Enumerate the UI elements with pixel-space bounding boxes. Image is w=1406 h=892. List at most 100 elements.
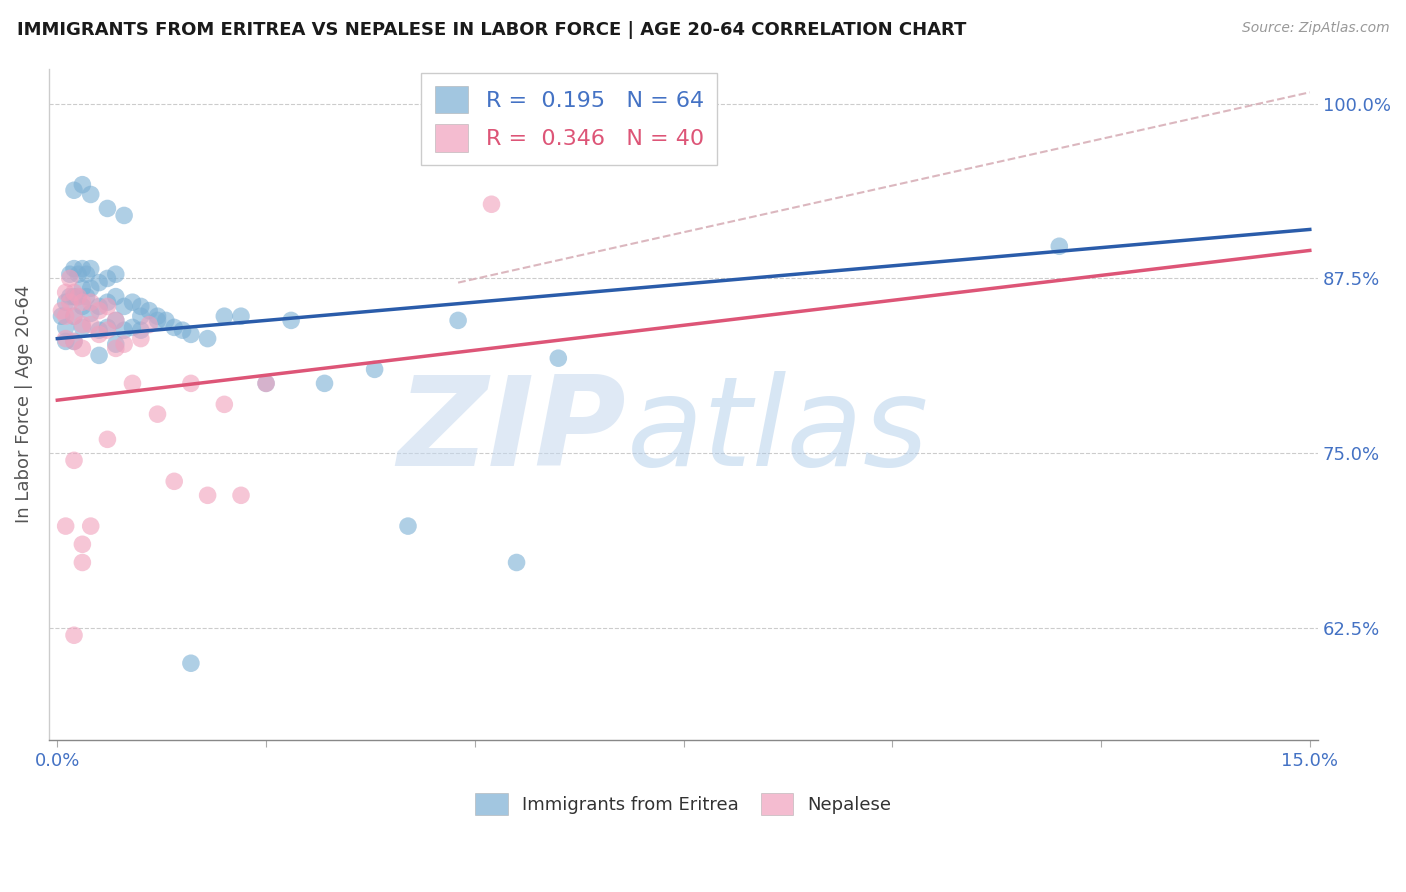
Point — [129, 332, 152, 346]
Point — [138, 318, 160, 332]
Text: IMMIGRANTS FROM ERITREA VS NEPALESE IN LABOR FORCE | AGE 20-64 CORRELATION CHART: IMMIGRANTS FROM ERITREA VS NEPALESE IN L… — [17, 21, 966, 38]
Point — [72, 300, 94, 314]
Point — [76, 267, 98, 281]
Point — [55, 334, 77, 349]
Point — [180, 657, 202, 671]
Point — [59, 290, 82, 304]
Point — [87, 303, 110, 318]
Point — [96, 433, 118, 447]
Point — [72, 178, 94, 192]
Point — [481, 197, 503, 211]
Point — [59, 271, 82, 285]
Point — [63, 290, 86, 304]
Point — [112, 209, 135, 223]
Point — [104, 342, 127, 356]
Point — [112, 337, 135, 351]
Point — [59, 267, 82, 281]
Point — [155, 313, 177, 327]
Point — [72, 320, 94, 334]
Point — [104, 337, 127, 351]
Point — [72, 556, 94, 570]
Point — [96, 300, 118, 314]
Point — [197, 488, 219, 502]
Point — [63, 334, 86, 349]
Point — [87, 348, 110, 362]
Point — [280, 313, 302, 327]
Point — [63, 183, 86, 197]
Point — [121, 295, 143, 310]
Point — [229, 309, 252, 323]
Point — [214, 309, 236, 323]
Point — [80, 281, 103, 295]
Point — [55, 285, 77, 300]
Point — [80, 187, 103, 202]
Point — [505, 556, 527, 570]
Point — [63, 628, 86, 642]
Point — [80, 261, 103, 276]
Point — [314, 376, 336, 391]
Point — [72, 537, 94, 551]
Point — [63, 285, 86, 300]
Point — [180, 376, 202, 391]
Point — [104, 313, 127, 327]
Point — [55, 309, 77, 323]
Point — [396, 519, 419, 533]
Point — [129, 300, 152, 314]
Point — [112, 300, 135, 314]
Point — [67, 290, 90, 304]
Point — [180, 327, 202, 342]
Text: atlas: atlas — [627, 371, 928, 491]
Point — [87, 300, 110, 314]
Point — [63, 309, 86, 323]
Point — [55, 519, 77, 533]
Point — [146, 313, 169, 327]
Point — [229, 488, 252, 502]
Point — [146, 309, 169, 323]
Point — [138, 303, 160, 318]
Point — [197, 332, 219, 346]
Point — [55, 295, 77, 310]
Point — [96, 202, 118, 216]
Point — [163, 320, 186, 334]
Point — [72, 261, 94, 276]
Legend: Immigrants from Eritrea, Nepalese: Immigrants from Eritrea, Nepalese — [468, 786, 898, 822]
Point — [146, 407, 169, 421]
Point — [214, 397, 236, 411]
Point — [254, 376, 277, 391]
Point — [129, 309, 152, 323]
Point — [72, 281, 94, 295]
Text: Source: ZipAtlas.com: Source: ZipAtlas.com — [1241, 21, 1389, 35]
Point — [80, 295, 103, 310]
Point — [80, 306, 103, 320]
Point — [96, 271, 118, 285]
Point — [104, 313, 127, 327]
Point — [63, 261, 86, 276]
Point — [129, 323, 152, 337]
Point — [163, 475, 186, 489]
Point — [80, 519, 103, 533]
Point — [363, 362, 385, 376]
Point — [87, 327, 110, 342]
Point — [172, 323, 194, 337]
Point — [447, 313, 470, 327]
Point — [121, 376, 143, 391]
Point — [80, 318, 103, 332]
Point — [87, 323, 110, 337]
Point — [63, 453, 86, 467]
Point — [59, 295, 82, 310]
Point — [63, 334, 86, 349]
Point — [51, 309, 73, 323]
Point — [55, 320, 77, 334]
Point — [1047, 239, 1070, 253]
Y-axis label: In Labor Force | Age 20-64: In Labor Force | Age 20-64 — [15, 285, 32, 524]
Point — [87, 276, 110, 290]
Point — [104, 267, 127, 281]
Point — [67, 267, 90, 281]
Point — [76, 290, 98, 304]
Point — [547, 351, 569, 366]
Point — [96, 320, 118, 334]
Point — [63, 309, 86, 323]
Point — [55, 332, 77, 346]
Point — [121, 320, 143, 334]
Text: ZIP: ZIP — [398, 371, 627, 491]
